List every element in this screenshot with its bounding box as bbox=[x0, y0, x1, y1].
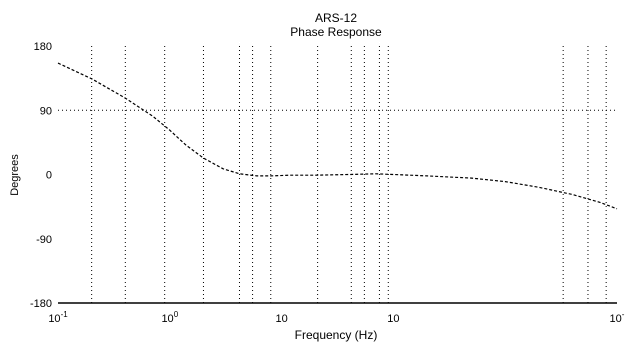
x-tick-label-1: 100 bbox=[161, 310, 178, 325]
x-tick-label-2: 10 bbox=[275, 313, 287, 325]
x-tick-label-3: 10 bbox=[387, 313, 399, 325]
y-tick-label-2: 0 bbox=[46, 170, 52, 182]
x-tick-label-4: 10- bbox=[610, 310, 625, 325]
y-tick-label-1: 90 bbox=[40, 105, 52, 117]
x-axis-label: Frequency (Hz) bbox=[295, 328, 378, 342]
chart-title: ARS-12 bbox=[315, 11, 357, 25]
series-line-0 bbox=[57, 62, 618, 210]
y-axis-label: Degrees bbox=[9, 154, 21, 196]
y-tick-label-0: 180 bbox=[34, 41, 52, 53]
y-tick-label-3: -90 bbox=[36, 234, 52, 246]
chart-subtitle: Phase Response bbox=[290, 25, 382, 39]
x-tick-label-0: 10-1 bbox=[48, 310, 68, 325]
y-tick-label-4: -180 bbox=[30, 298, 52, 310]
